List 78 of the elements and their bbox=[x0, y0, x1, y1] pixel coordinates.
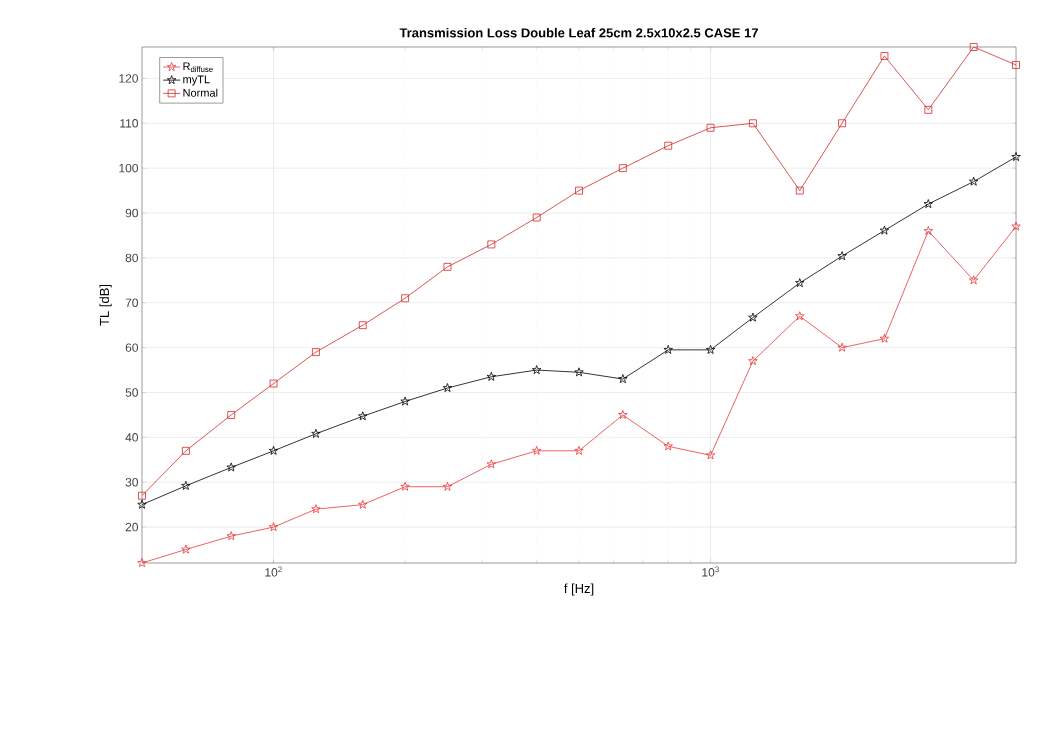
y-tick-label: 30 bbox=[125, 477, 139, 487]
point bbox=[442, 481, 453, 491]
point bbox=[879, 333, 890, 343]
point bbox=[443, 262, 452, 271]
point bbox=[138, 491, 146, 500]
point bbox=[226, 531, 236, 541]
point bbox=[618, 164, 627, 173]
point bbox=[837, 251, 847, 261]
point bbox=[663, 344, 673, 354]
point bbox=[137, 558, 147, 568]
point bbox=[1011, 221, 1021, 231]
point bbox=[705, 344, 716, 354]
point bbox=[181, 544, 191, 554]
point bbox=[269, 379, 278, 388]
point bbox=[748, 356, 758, 366]
point bbox=[880, 52, 889, 60]
chart-title: Transmission Loss Double Leaf 25cm 2.5x10x2.5 CASE 17 bbox=[399, 27, 758, 38]
point bbox=[923, 199, 933, 209]
point bbox=[442, 383, 453, 393]
point bbox=[574, 445, 584, 455]
point bbox=[400, 396, 410, 406]
point bbox=[923, 226, 933, 235]
y-tick-label: 20 bbox=[125, 522, 139, 532]
point bbox=[268, 522, 279, 532]
point bbox=[486, 371, 496, 381]
point bbox=[749, 119, 757, 128]
point bbox=[1012, 61, 1020, 69]
y-tick-label: 60 bbox=[125, 343, 139, 352]
point bbox=[748, 312, 758, 322]
point bbox=[968, 176, 979, 186]
point bbox=[227, 411, 236, 419]
point bbox=[401, 294, 409, 303]
point bbox=[664, 141, 673, 150]
point bbox=[312, 348, 320, 357]
point bbox=[706, 123, 715, 132]
y-tick-label: 70 bbox=[125, 298, 139, 307]
point bbox=[486, 459, 496, 469]
point bbox=[838, 119, 846, 128]
y-tick-label: 40 bbox=[125, 433, 139, 442]
point bbox=[618, 374, 628, 384]
point bbox=[400, 481, 410, 491]
point bbox=[924, 105, 933, 114]
y-tick-label: 80 bbox=[125, 253, 139, 263]
y-axis-title: TL [dB] bbox=[99, 284, 112, 326]
point bbox=[311, 428, 321, 438]
y-tick-label: 100 bbox=[119, 163, 139, 173]
legend-label: Normal bbox=[183, 88, 218, 97]
point bbox=[358, 321, 367, 330]
point bbox=[879, 225, 890, 235]
y-tick-label: 50 bbox=[125, 388, 139, 397]
point bbox=[969, 43, 978, 51]
point bbox=[968, 275, 979, 285]
x-tick-label: 10$^{2}$ bbox=[265, 566, 282, 577]
x-tick-label: 10$^{3}$ bbox=[702, 566, 719, 577]
point bbox=[137, 499, 147, 509]
point bbox=[268, 445, 279, 455]
y-tick-label: 120 bbox=[119, 74, 139, 83]
point bbox=[181, 480, 191, 490]
point bbox=[531, 365, 542, 375]
point bbox=[531, 445, 542, 455]
point bbox=[574, 367, 584, 377]
point bbox=[837, 342, 847, 352]
point bbox=[575, 186, 583, 195]
point bbox=[618, 410, 628, 419]
point bbox=[311, 504, 321, 514]
point bbox=[487, 240, 496, 249]
legend-label: R$_{diffuse}$ bbox=[183, 62, 213, 72]
y-tick-label: 90 bbox=[125, 208, 139, 218]
x-axis-title: f [Hz] bbox=[564, 583, 594, 596]
point bbox=[181, 446, 190, 455]
point bbox=[795, 186, 804, 195]
point bbox=[1011, 152, 1021, 161]
y-tick-label: 110 bbox=[120, 119, 139, 128]
point bbox=[705, 450, 716, 460]
point bbox=[532, 213, 541, 222]
legend-label: myTL bbox=[183, 75, 210, 86]
point bbox=[663, 441, 673, 451]
point bbox=[226, 462, 236, 472]
